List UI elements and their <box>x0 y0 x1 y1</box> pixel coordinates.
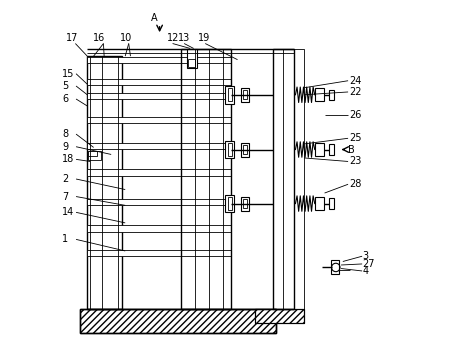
Bar <box>294 49 304 309</box>
Bar <box>181 49 230 309</box>
Bar <box>315 197 324 210</box>
Bar <box>241 143 249 157</box>
Bar <box>272 49 294 309</box>
Text: 19: 19 <box>198 33 211 43</box>
Text: 4: 4 <box>362 266 368 276</box>
Text: 26: 26 <box>349 110 361 120</box>
Text: 7: 7 <box>62 192 68 201</box>
Text: 13: 13 <box>178 33 190 43</box>
Bar <box>225 86 234 104</box>
Text: 6: 6 <box>62 94 68 104</box>
Bar <box>189 59 195 67</box>
Bar <box>329 198 334 209</box>
Text: 8: 8 <box>62 129 68 139</box>
Text: 3: 3 <box>362 251 368 261</box>
Text: 17: 17 <box>65 33 78 43</box>
Text: 18: 18 <box>62 154 74 164</box>
Bar <box>241 88 249 102</box>
Bar <box>87 143 230 149</box>
Bar <box>315 143 324 156</box>
Text: 9: 9 <box>62 142 68 152</box>
Bar <box>89 151 100 160</box>
Bar <box>228 88 232 101</box>
Bar <box>255 309 304 323</box>
Bar <box>225 195 234 212</box>
Bar <box>228 143 232 156</box>
Bar <box>87 93 230 99</box>
Bar <box>243 145 247 154</box>
Bar <box>80 309 276 333</box>
Bar <box>87 225 230 232</box>
Text: 2: 2 <box>62 174 68 184</box>
Text: 15: 15 <box>62 69 74 79</box>
Bar <box>87 250 230 256</box>
Text: 14: 14 <box>62 207 74 217</box>
Bar <box>187 49 197 68</box>
Bar <box>87 57 230 63</box>
Bar <box>255 309 304 323</box>
Bar <box>89 151 97 156</box>
Bar <box>225 141 234 158</box>
Text: 12: 12 <box>166 33 179 43</box>
Bar <box>87 56 122 309</box>
Bar <box>329 144 334 155</box>
Text: 5: 5 <box>62 81 68 91</box>
Bar <box>80 309 276 333</box>
Text: B: B <box>348 145 355 154</box>
Bar <box>329 90 334 100</box>
Text: 10: 10 <box>120 33 132 43</box>
Bar <box>243 199 247 208</box>
Bar <box>315 88 324 101</box>
Text: 24: 24 <box>349 76 361 86</box>
Text: 23: 23 <box>349 157 361 166</box>
Text: 1: 1 <box>62 234 68 244</box>
Text: 27: 27 <box>362 259 375 269</box>
Bar <box>87 117 230 123</box>
Bar <box>228 197 232 210</box>
Bar <box>241 197 249 211</box>
Bar <box>331 260 339 274</box>
Bar <box>87 169 230 176</box>
Text: 22: 22 <box>349 87 361 97</box>
Bar <box>243 90 247 99</box>
Text: 25: 25 <box>349 133 361 143</box>
Text: 16: 16 <box>93 33 105 43</box>
Text: A: A <box>151 13 158 23</box>
Bar <box>87 79 230 85</box>
Bar <box>87 199 230 205</box>
Text: 28: 28 <box>349 179 361 189</box>
